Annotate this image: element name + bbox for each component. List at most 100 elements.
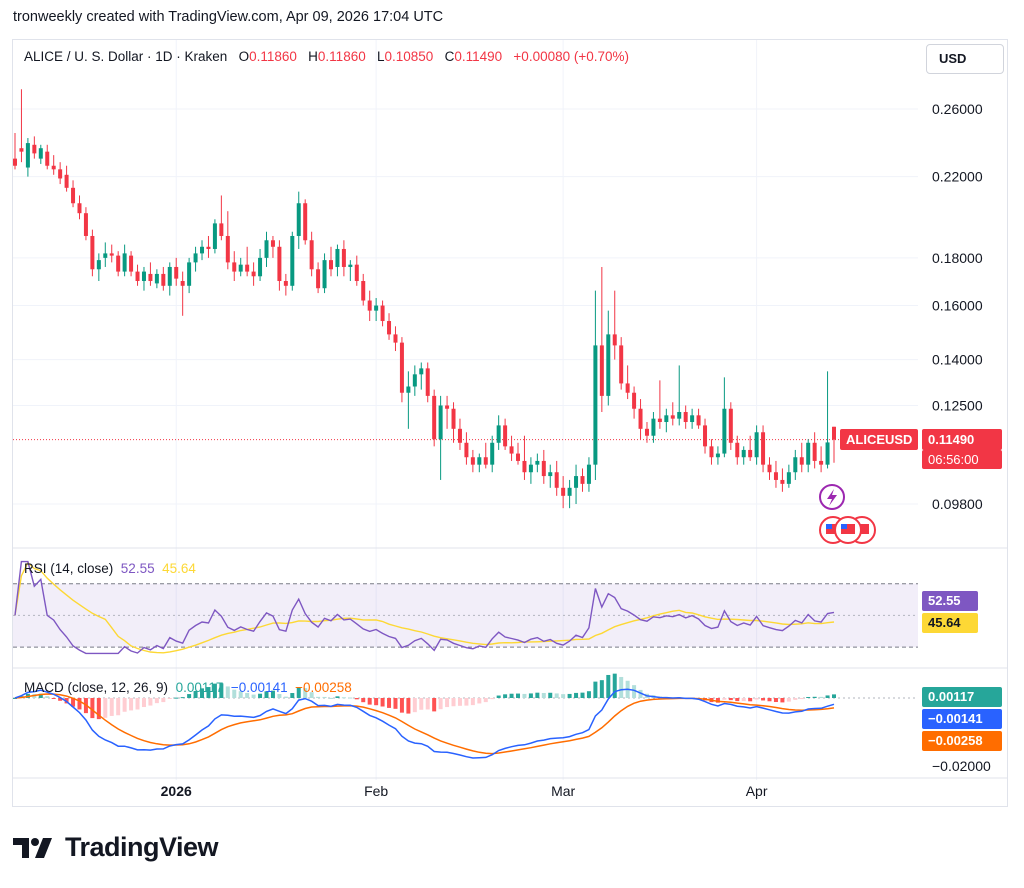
- currency-button[interactable]: USD: [926, 44, 1004, 74]
- symbol-title[interactable]: ALICE / U. S. Dollar · 1D · Kraken: [24, 49, 228, 64]
- macd-histogram-bar: [793, 698, 798, 700]
- candle-body: [825, 442, 830, 465]
- candle-body: [619, 345, 624, 384]
- candle-body: [58, 169, 63, 179]
- candle-body: [264, 240, 269, 258]
- macd-histogram-bar: [567, 693, 572, 698]
- candle-body: [328, 260, 333, 270]
- candle-body: [225, 235, 230, 263]
- candle-body: [251, 271, 256, 277]
- candle-body: [438, 405, 443, 440]
- macd-histogram-bar: [728, 698, 733, 701]
- candle-body: [632, 392, 637, 409]
- candle-body: [38, 148, 43, 159]
- symbol-price-tag: ALICEUSD: [840, 429, 919, 450]
- candle-body: [161, 273, 166, 286]
- macd-histogram-bar: [116, 698, 121, 716]
- candle-body: [457, 428, 462, 443]
- candle-body: [412, 374, 417, 387]
- macd-histogram-bar: [200, 688, 205, 698]
- candle-body: [361, 281, 366, 301]
- macd-histogram-bar: [496, 695, 501, 698]
- candle-body: [167, 266, 172, 286]
- candle-body: [657, 418, 662, 423]
- macd-histogram-bar: [393, 698, 398, 709]
- macd-histogram-bar: [457, 698, 462, 706]
- macd-histogram-bar: [516, 693, 521, 698]
- macd-histogram-bar: [399, 698, 404, 713]
- candle-body: [812, 442, 817, 461]
- time-tick-label: Feb: [364, 783, 388, 799]
- symbol-legend: ALICE / U. S. Dollar · 1D · Kraken O0.11…: [24, 49, 629, 64]
- macd-histogram-bar: [206, 687, 211, 698]
- us-flag-stripes-icon: [841, 524, 855, 534]
- candle-body: [574, 476, 579, 488]
- macd-histogram-bar: [825, 695, 830, 698]
- candle-body: [806, 442, 811, 465]
- macd-histogram-bar: [599, 680, 604, 698]
- rsi-ma-value-tag: 45.64: [922, 613, 978, 633]
- macd-histogram-bar: [470, 698, 475, 706]
- candle-body: [245, 264, 250, 272]
- candle-body: [238, 264, 243, 272]
- macd-histogram-bar: [419, 698, 424, 710]
- candle-body: [696, 415, 701, 426]
- rsi-line: [14, 560, 835, 655]
- macd-histogram-bar: [348, 697, 353, 699]
- candle-body: [477, 457, 482, 465]
- rsi-title[interactable]: RSI (14, close): [24, 561, 114, 576]
- macd-histogram-bar: [58, 698, 63, 701]
- event-markers: [819, 484, 876, 544]
- candle-body: [296, 203, 301, 236]
- candle-body: [483, 457, 488, 465]
- price-pane: [13, 89, 876, 544]
- macd-tick-label: −0.02000: [932, 758, 991, 774]
- macd-histogram-bar: [541, 692, 546, 698]
- candle-body: [425, 368, 430, 396]
- macd-legend: MACD (close, 12, 26, 9) 0.00117 −0.00141…: [24, 680, 352, 695]
- candle-body: [748, 449, 753, 458]
- candle-body: [212, 223, 217, 249]
- macd-histogram-bar: [161, 698, 166, 703]
- candle-body: [290, 235, 295, 286]
- candle-body: [122, 253, 127, 272]
- candle-body: [270, 240, 275, 247]
- macd-histogram-bar: [580, 692, 585, 698]
- candle-body: [303, 203, 308, 241]
- macd-histogram-bar: [561, 694, 566, 698]
- candle-body: [793, 457, 798, 473]
- macd-histogram-bar: [193, 691, 198, 698]
- candle-body: [786, 472, 791, 484]
- macd-histogram-bar: [187, 694, 192, 698]
- macd-histogram-bar: [451, 698, 456, 707]
- macd-histogram-bar: [445, 698, 450, 708]
- macd-histogram-bar: [483, 698, 488, 703]
- candle-body: [606, 334, 611, 396]
- candle-body: [567, 487, 572, 496]
- macd-histogram-bar: [51, 698, 56, 699]
- candle-body: [735, 442, 740, 458]
- candle-body: [664, 415, 669, 423]
- macd-line-tag: −0.00141: [922, 709, 1002, 729]
- macd-histogram-bar: [341, 697, 346, 699]
- open-label: O: [238, 49, 250, 64]
- time-tick-label: 2026: [161, 783, 192, 799]
- macd-signal-tag: −0.00258: [922, 731, 1002, 751]
- candle-body: [387, 321, 392, 335]
- macd-hist-value: 0.00117: [175, 680, 224, 695]
- candle-body: [129, 255, 134, 272]
- time-tick-label: Apr: [746, 783, 768, 799]
- macd-histogram-bar: [38, 693, 43, 698]
- candle-body: [703, 425, 708, 447]
- tradingview-mark-icon: [13, 837, 52, 858]
- chart-credit: tronweekly created with TradingView.com,…: [13, 9, 444, 25]
- macd-histogram-bar: [638, 689, 643, 698]
- macd-histogram-bar: [277, 694, 282, 698]
- candle-body: [154, 273, 159, 284]
- tradingview-logo[interactable]: TradingView: [13, 832, 219, 863]
- macd-title[interactable]: MACD (close, 12, 26, 9): [24, 680, 169, 695]
- candle-body: [109, 253, 114, 256]
- macd-histogram-bar: [374, 698, 379, 706]
- candle-body: [187, 262, 192, 286]
